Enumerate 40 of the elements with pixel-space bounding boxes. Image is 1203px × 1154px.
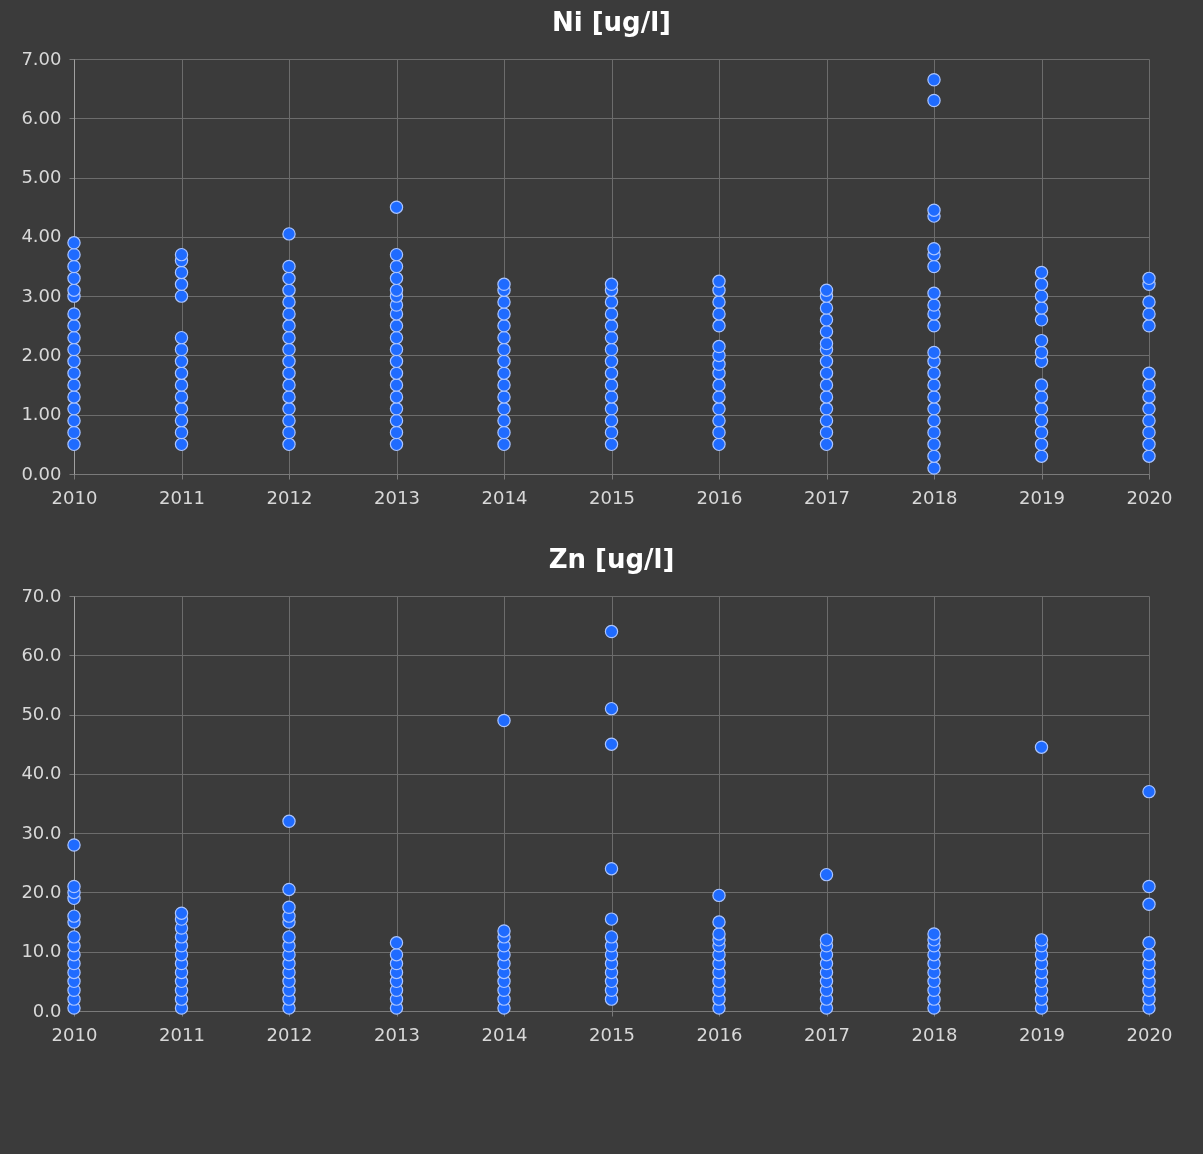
y-tick-label: 0.00 (21, 462, 62, 484)
x-tick-label: 2010 (51, 1023, 98, 1045)
y-tick-label: 1.00 (21, 403, 62, 425)
x-tick-label: 2013 (374, 1023, 420, 1045)
y-tick-label: 10.0 (21, 940, 62, 962)
y-tick-label: 0.0 (32, 999, 62, 1021)
y-tick-label: 20.0 (21, 880, 62, 902)
y-tick-label: 70.0 (21, 584, 62, 606)
x-tick-label: 2019 (1019, 1023, 1065, 1045)
x-tick-label: 2016 (696, 1023, 743, 1045)
x-tick-label: 2017 (804, 486, 850, 508)
chart-title: Zn [ug/l] (548, 544, 675, 574)
x-tick-label: 2012 (266, 486, 313, 508)
y-tick-label: 7.00 (21, 47, 62, 69)
x-tick-label: 2011 (159, 486, 205, 508)
y-tick-label: 4.00 (21, 225, 62, 247)
x-tick-label: 2017 (804, 1023, 850, 1045)
x-tick-label: 2013 (374, 486, 420, 508)
y-tick-label: 40.0 (21, 762, 62, 784)
y-tick-label: 60.0 (21, 643, 62, 665)
x-tick-label: 2011 (159, 1023, 205, 1045)
x-tick-label: 2014 (481, 486, 528, 508)
x-tick-label: 2018 (911, 1023, 958, 1045)
x-tick-label: 2010 (51, 486, 98, 508)
x-tick-label: 2020 (1126, 486, 1173, 508)
y-tick-label: 6.00 (21, 106, 62, 128)
y-tick-label: 50.0 (21, 703, 62, 725)
x-tick-label: 2020 (1126, 1023, 1173, 1045)
x-tick-label: 2015 (589, 1023, 635, 1045)
x-tick-label: 2012 (266, 1023, 313, 1045)
x-tick-label: 2018 (911, 486, 958, 508)
y-tick-label: 2.00 (21, 343, 62, 365)
x-tick-label: 2015 (589, 486, 635, 508)
chart-title: Ni [ug/l] (551, 7, 672, 37)
y-tick-label: 3.00 (21, 284, 62, 306)
y-tick-label: 5.00 (21, 166, 62, 188)
x-tick-label: 2014 (481, 1023, 528, 1045)
y-tick-label: 30.0 (21, 821, 62, 843)
x-tick-label: 2019 (1019, 486, 1065, 508)
x-tick-label: 2016 (696, 486, 743, 508)
